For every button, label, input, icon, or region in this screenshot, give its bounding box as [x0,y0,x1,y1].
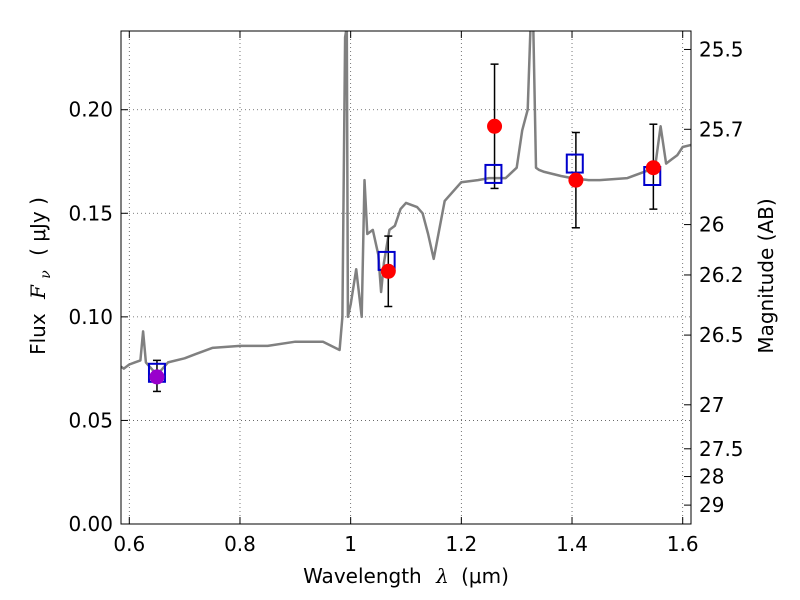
magnitude-tick-label: 26.5 [699,323,744,347]
magnitude-tick-label: 27.5 [699,437,744,461]
y-axis-symbol: F [26,284,50,300]
x-axis: 0.6 0.8 1 1.2 1.4 1.6 [113,31,699,556]
y-tick-label: 0.10 [68,305,113,329]
magnitude-tick-label: 27 [699,393,724,417]
y-axis-subscript: ν [38,270,54,279]
x-axis-unit: (μm) [461,564,509,588]
y-tick-label: 0.15 [68,201,113,225]
y-tick-label: 0.00 [68,512,113,536]
magnitude-tick-label: 28 [699,465,724,489]
magnitude-tick-label: 25.5 [699,37,744,61]
x-tick-label: 1 [344,532,357,556]
magnitude-tick-label: 26.2 [699,263,744,287]
x-tick-label: 0.8 [224,532,256,556]
x-tick-label: 1.4 [556,532,588,556]
magnitude-axis-title: Magnitude (AB) [754,198,778,353]
magnitude-axis: 25.5 25.7 26 26.2 26.5 27 27.5 28 29 [684,37,744,517]
observed-point [149,369,165,385]
x-axis-symbol: λ [435,564,449,588]
model-spectrum-line [121,31,691,377]
x-tick-label: 1.6 [667,532,699,556]
y-axis-title: Flux F ν ( μJy ) [26,197,55,355]
y-axis-unit: ( μJy ) [26,197,50,256]
model-band-box [565,153,584,174]
x-tick-label: 0.6 [113,532,145,556]
observed-point [487,118,503,134]
plot-frame [120,30,692,525]
magnitude-tick-label: 25.7 [699,117,744,141]
y-axis-label: Flux [26,313,50,355]
observed-point [380,263,396,279]
x-axis-title: Wavelength λ (μm) [303,564,509,588]
magnitude-tick-label: 26 [699,213,724,237]
y-tick-label: 0.20 [68,98,113,122]
y-axis: 0.00 0.05 0.10 0.15 0.20 [68,98,128,536]
y-tick-label: 0.05 [68,408,113,432]
x-axis-label: Wavelength [303,564,422,588]
model-spectrum-layer [121,31,691,377]
observed-point [568,172,584,188]
observed-point [645,160,661,176]
observed-point-layer [149,118,661,385]
error-bar-layer [152,63,658,393]
model-band-box [484,163,503,184]
grid [121,31,691,525]
x-tick-label: 1.2 [445,532,477,556]
magnitude-tick-label: 29 [699,493,724,517]
